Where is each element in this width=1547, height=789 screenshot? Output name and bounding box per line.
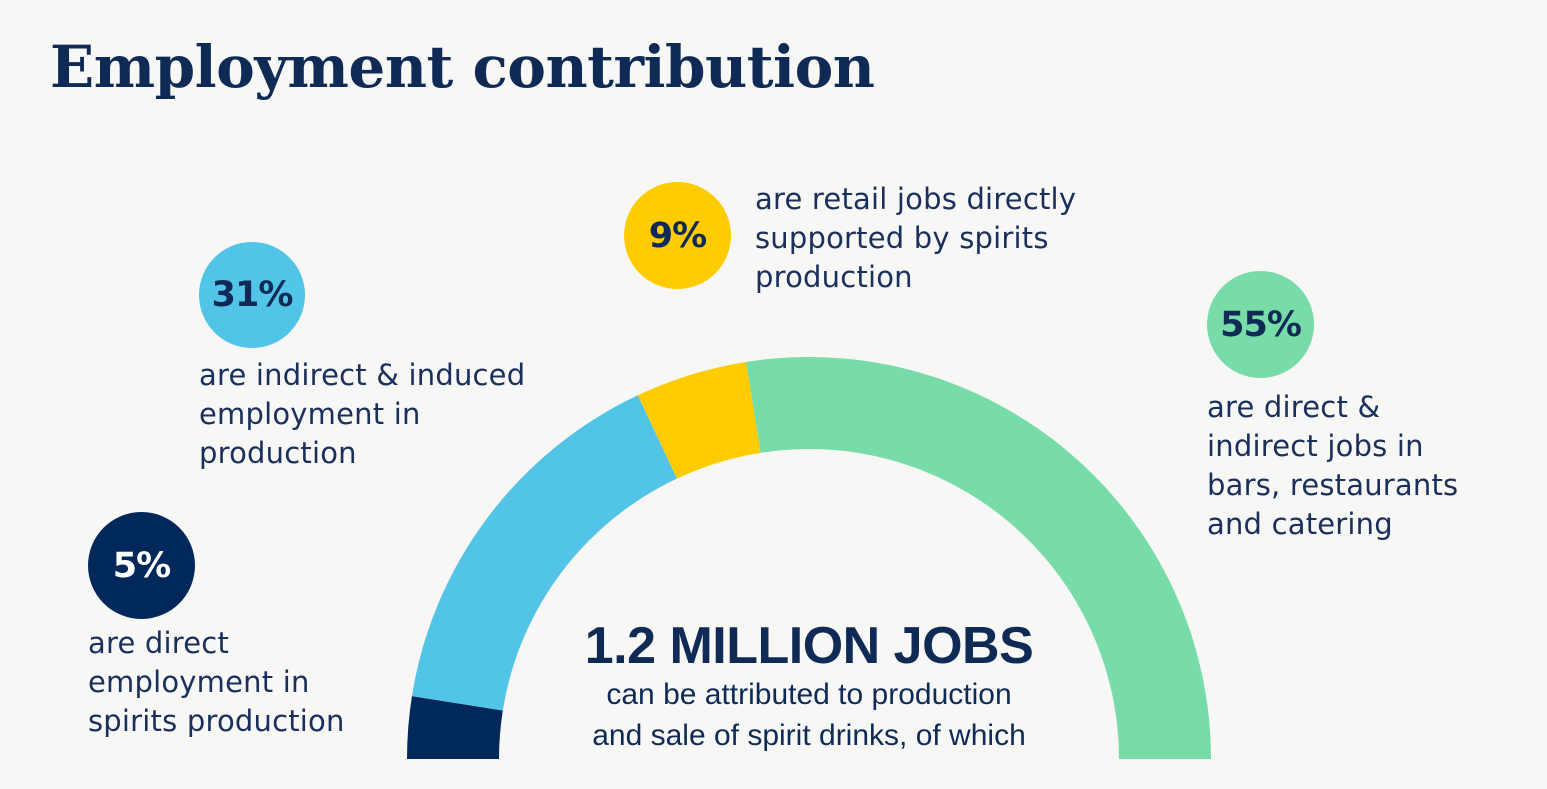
description-line: indirect jobs in <box>1207 429 1424 463</box>
description-line: employment in <box>88 665 310 699</box>
total-jobs-headline: 1.2 MILLION JOBS <box>584 617 1034 675</box>
badge-value: 55% <box>1220 304 1302 345</box>
description-line: spirits production <box>88 704 345 738</box>
badge-31-percent: 31% <box>199 242 305 348</box>
description-line: are direct & <box>1207 390 1381 424</box>
page-title: Employment contribution <box>50 33 875 101</box>
badge-value: 31% <box>211 275 294 315</box>
arc-segment-indirect-induced <box>411 395 678 711</box>
description-line: are retail jobs directly <box>755 182 1077 216</box>
description-line: production <box>755 260 913 294</box>
arc-segment-retail <box>637 361 761 479</box>
badge-9-percent: 9% <box>624 182 731 289</box>
badge-55-percent: 55% <box>1207 271 1314 378</box>
badge-value: 9% <box>648 215 707 256</box>
description-indirect-induced: are indirect & induced employment in pro… <box>199 356 525 473</box>
description-line: supported by spirits <box>755 221 1049 255</box>
badge-5-percent: 5% <box>88 512 195 619</box>
description-line: are indirect & induced <box>199 358 526 392</box>
subtitle-line: and sale of spirit drinks, of which <box>592 719 1026 752</box>
description-retail: are retail jobs directly supported by sp… <box>755 180 1076 297</box>
description-line: employment in <box>199 397 421 431</box>
description-line: bars, restaurants <box>1207 468 1459 502</box>
description-direct-production: are direct employment in spirits product… <box>88 624 345 741</box>
badge-value: 5% <box>112 545 171 586</box>
description-line: production <box>199 436 357 470</box>
arc-segment-direct-production <box>407 696 503 759</box>
description-hospitality: are direct & indirect jobs in bars, rest… <box>1207 388 1458 544</box>
description-line: and catering <box>1207 507 1393 541</box>
arc-segment-hospitality <box>746 356 1211 759</box>
description-line: are direct <box>88 626 230 660</box>
total-jobs-subtitle: can be attributed to production and sale… <box>509 674 1109 756</box>
subtitle-line: can be attributed to production <box>606 678 1012 711</box>
